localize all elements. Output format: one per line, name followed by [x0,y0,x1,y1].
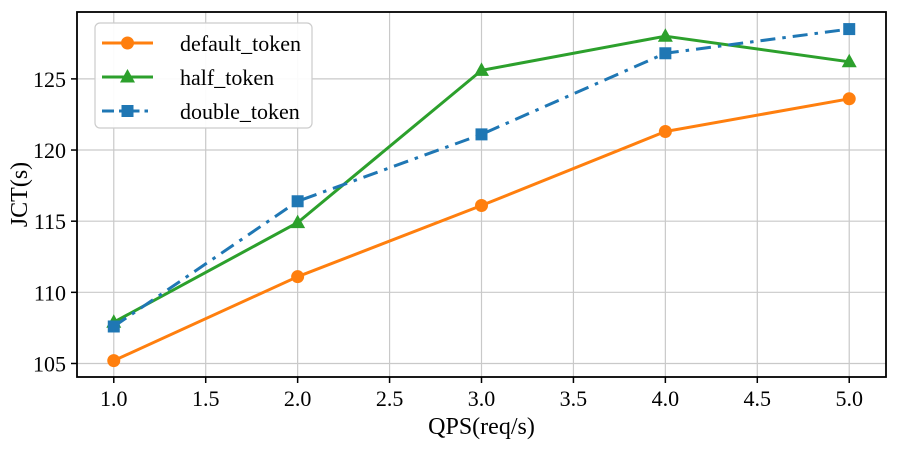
square-marker [475,128,488,141]
legend-label: double_token [180,99,300,124]
circle-marker [291,270,305,284]
legend-label: half_token [180,65,274,90]
x-tick-label: 2.5 [376,386,404,411]
circle-marker [475,199,488,213]
circle-marker [121,36,134,50]
grid [77,12,886,377]
x-tick-label: 4.0 [652,386,680,411]
circle-marker [658,125,672,139]
circle-marker [107,354,121,368]
y-tick-label: 120 [33,138,66,163]
square-marker [291,195,304,208]
x-tick-label: 1.0 [100,386,128,411]
circle-marker [842,92,856,106]
x-tick-label: 1.5 [192,386,220,411]
y-axis-label: JCT(s) [7,162,33,227]
x-tick-label: 3.0 [468,386,496,411]
triangle-marker [657,28,673,42]
square-marker [107,320,120,333]
x-tick-label: 2.0 [284,386,312,411]
legend-item-double_token: double_token [102,99,300,124]
square-marker [843,23,856,36]
legend-item-default_token: default_token [102,31,301,56]
triangle-marker [290,214,306,229]
series-default_token [107,92,856,368]
legend-item-half_token: half_token [102,65,274,90]
triangle-marker [474,62,489,76]
series-double_token [107,23,856,333]
x-tick-label: 4.5 [744,386,772,411]
triangle-marker [120,69,135,83]
y-tick-label: 115 [34,209,66,234]
square-marker [121,105,134,117]
legend-box [94,22,313,129]
legend-label: default_token [180,31,301,56]
x-tick-label: 5.0 [835,386,863,411]
triangle-marker [841,53,857,68]
x-tick-label: 3.5 [560,386,588,411]
series-group [106,23,857,368]
y-tick-label: 105 [33,351,66,376]
ticks: 1.0 1.5 2.0 2.5 3.0 3.5 4.0 4.5 5.0 105 110 115 120 1… [33,67,863,411]
y-tick-label: 125 [33,67,66,92]
square-marker [659,47,672,60]
y-tick-label: 110 [34,280,66,305]
legend: default_token half_token double_token [94,22,313,129]
x-axis-label: QPS(req/s) [428,414,535,440]
